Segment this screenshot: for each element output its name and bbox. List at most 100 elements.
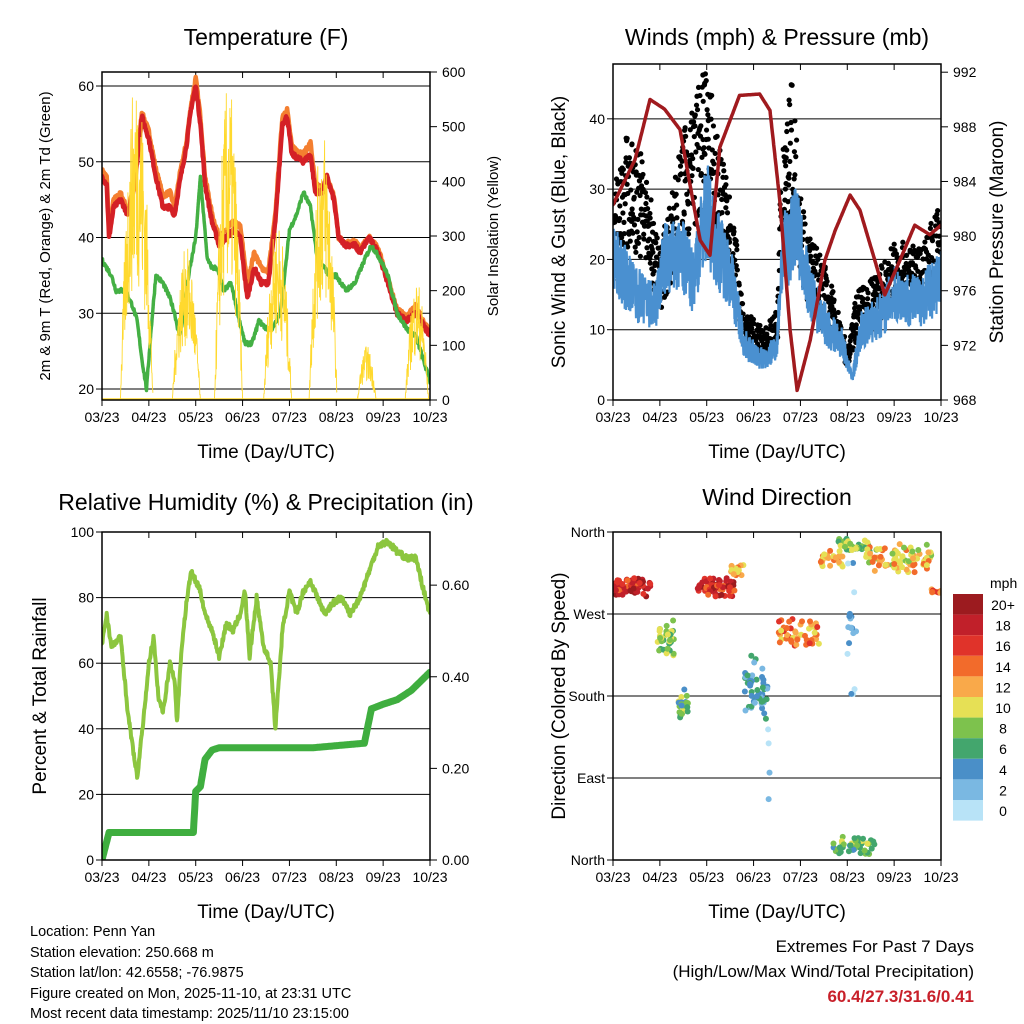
legend-label: 8	[999, 721, 1007, 737]
gust-point	[807, 236, 813, 242]
gust-point	[653, 240, 659, 246]
gust-point	[705, 136, 711, 142]
y-tick-label: 40	[78, 230, 94, 246]
gust-point	[724, 210, 731, 216]
y-tick-label: 20	[78, 786, 94, 802]
legend-label: 14	[995, 659, 1011, 675]
wind-direction-point	[753, 693, 760, 700]
legend-swatch	[953, 717, 983, 739]
gust-point	[831, 297, 837, 303]
gust-point	[629, 141, 635, 147]
legend-swatch	[953, 758, 983, 780]
x-tick-label: 05/23	[689, 409, 724, 425]
gust-point	[783, 163, 789, 169]
gust-point	[903, 252, 910, 258]
wind-direction-point	[748, 652, 755, 659]
wind-direction-point	[741, 688, 748, 695]
gust-point	[704, 107, 710, 113]
x-tick-label: 07/23	[272, 409, 307, 425]
gridlines	[102, 531, 430, 861]
gust-point	[784, 147, 790, 153]
gust-point	[712, 150, 718, 157]
gust-point	[694, 107, 701, 113]
gust-point	[626, 155, 632, 161]
y-tick-label: North	[571, 524, 605, 540]
gust-point	[733, 238, 739, 244]
created-text: Figure created on Mon, 2025-11-10, at 23…	[30, 985, 352, 1002]
gust-point	[791, 149, 798, 155]
y-right-tick-label: 984	[953, 173, 977, 189]
gust-point	[749, 325, 755, 331]
y-right-tick-label: 988	[953, 119, 977, 135]
plot-area	[102, 537, 430, 860]
gust-point	[698, 170, 704, 177]
x-tick-label: 08/23	[319, 409, 354, 425]
gust-point	[681, 211, 687, 217]
gust-point	[633, 169, 639, 175]
gust-point	[750, 316, 757, 322]
gust-point	[637, 253, 643, 259]
gust-point	[726, 194, 733, 200]
gust-point	[714, 133, 720, 139]
wind-direction-point	[786, 618, 793, 625]
gust-point	[800, 209, 807, 215]
gust-point	[710, 123, 717, 129]
gust-point	[625, 244, 631, 250]
wind-direction-point	[747, 680, 754, 687]
gust-point	[787, 101, 793, 108]
wind-direction-point	[925, 549, 932, 556]
latlon-text: Station lat/lon: 42.6558; -76.9875	[30, 965, 244, 981]
gust-point	[634, 189, 640, 195]
wind-direction-point	[852, 545, 859, 552]
solar-insolation-line	[356, 346, 377, 400]
gust-point	[812, 268, 818, 274]
gust-point	[639, 159, 645, 165]
wind-direction-point	[841, 543, 848, 550]
wind-direction-point	[937, 589, 941, 596]
gust-point	[783, 155, 789, 161]
wind-direction-point	[813, 636, 820, 643]
wind-direction-point	[846, 613, 853, 620]
gust-point	[879, 265, 885, 271]
wind-direction-point	[644, 585, 651, 592]
y-right-tick-label: 968	[953, 392, 977, 408]
wind-direction-point	[807, 618, 814, 625]
gust-point	[693, 149, 699, 155]
wind-direction-point	[840, 841, 847, 848]
wind-direction-point	[877, 553, 884, 560]
wind-direction-point	[731, 587, 738, 594]
gust-point	[793, 154, 799, 160]
wind-direction-point	[846, 640, 853, 647]
gust-point	[808, 253, 814, 259]
gust-point	[786, 175, 792, 181]
gust-point	[682, 125, 688, 131]
x-axis-label: Time (Day/UTC)	[708, 442, 846, 463]
solar-insolation-line	[404, 287, 429, 400]
gust-point	[893, 251, 900, 257]
legend-swatch	[953, 676, 983, 697]
gust-point	[635, 216, 641, 222]
wind-direction-point	[910, 555, 917, 562]
wind-direction-point	[793, 641, 800, 648]
y-axis-label: Percent & Total Rainfall	[30, 597, 51, 794]
gust-point	[723, 174, 729, 181]
panel-winds: Winds (mph) & Pressure (mb) Time (Day/UTC…	[549, 24, 1008, 463]
gust-point	[815, 272, 821, 278]
wind-direction-point	[730, 571, 737, 578]
gust-point	[708, 116, 714, 122]
gust-point	[785, 182, 792, 188]
gust-point	[627, 238, 633, 244]
x-tick-label: 04/23	[642, 409, 677, 425]
wind-direction-point	[707, 575, 714, 582]
gust-point	[885, 260, 891, 267]
gust-point	[733, 262, 739, 269]
y-axis-label: Direction (Colored By Speed)	[549, 572, 570, 819]
gust-point	[709, 92, 715, 99]
wind-direction-point	[835, 559, 842, 566]
x-tick-label: 07/23	[783, 409, 818, 425]
gust-point	[642, 189, 649, 196]
gust-point	[643, 179, 650, 185]
location-text: Location: Penn Yan	[30, 924, 156, 940]
gust-point	[686, 200, 692, 206]
x-tick-label: 07/23	[783, 869, 818, 885]
